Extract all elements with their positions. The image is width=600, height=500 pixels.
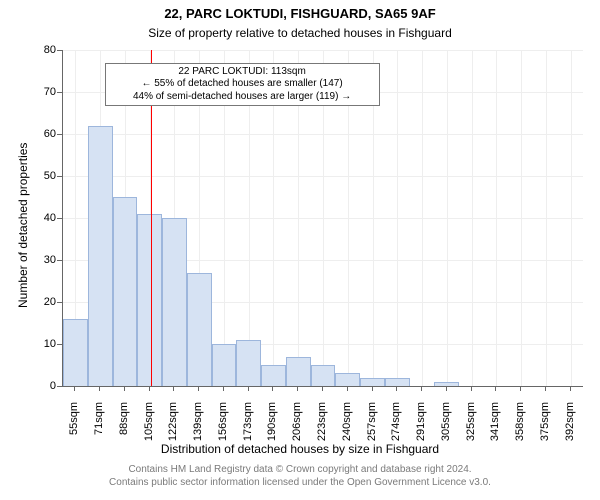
x-tick-label: 55sqm bbox=[68, 402, 80, 452]
y-tick-mark bbox=[57, 92, 62, 93]
footer-line1: Contains HM Land Registry data © Crown c… bbox=[128, 464, 471, 475]
y-tick-label: 0 bbox=[28, 380, 56, 392]
x-tick-mark bbox=[223, 386, 224, 391]
histogram-bar bbox=[63, 319, 88, 386]
gridline-v bbox=[447, 50, 448, 386]
y-tick-label: 70 bbox=[28, 86, 56, 98]
y-tick-label: 30 bbox=[28, 254, 56, 266]
x-tick-mark bbox=[297, 386, 298, 391]
histogram-bar bbox=[434, 382, 459, 386]
histogram-bar bbox=[236, 340, 261, 386]
x-tick-label: 257sqm bbox=[366, 402, 378, 452]
y-tick-mark bbox=[57, 344, 62, 345]
x-tick-label: 240sqm bbox=[341, 402, 353, 452]
y-tick-mark bbox=[57, 260, 62, 261]
x-tick-mark bbox=[446, 386, 447, 391]
chart-container: 22, PARC LOKTUDI, FISHGUARD, SA65 9AF Si… bbox=[0, 0, 600, 500]
x-tick-label: 156sqm bbox=[217, 402, 229, 452]
x-tick-label: 173sqm bbox=[242, 402, 254, 452]
histogram-bar bbox=[137, 214, 162, 386]
histogram-bar bbox=[187, 273, 212, 386]
x-tick-label: 325sqm bbox=[465, 402, 477, 452]
annotation-line1: 22 PARC LOKTUDI: 113sqm bbox=[178, 66, 305, 77]
footer-line2: Contains public sector information licen… bbox=[109, 477, 491, 488]
y-tick-label: 40 bbox=[28, 212, 56, 224]
annotation-box: 22 PARC LOKTUDI: 113sqm← 55% of detached… bbox=[105, 63, 380, 107]
gridline-v bbox=[472, 50, 473, 386]
x-tick-mark bbox=[570, 386, 571, 391]
x-tick-label: 291sqm bbox=[415, 402, 427, 452]
x-tick-mark bbox=[322, 386, 323, 391]
x-tick-label: 392sqm bbox=[564, 402, 576, 452]
y-tick-label: 50 bbox=[28, 170, 56, 182]
y-tick-mark bbox=[57, 50, 62, 51]
y-tick-mark bbox=[57, 302, 62, 303]
x-tick-label: 88sqm bbox=[118, 402, 130, 452]
x-tick-label: 71sqm bbox=[93, 402, 105, 452]
histogram-bar bbox=[385, 378, 410, 386]
x-tick-mark bbox=[124, 386, 125, 391]
gridline-v bbox=[496, 50, 497, 386]
x-tick-label: 305sqm bbox=[440, 402, 452, 452]
x-tick-mark bbox=[99, 386, 100, 391]
gridline-v bbox=[521, 50, 522, 386]
histogram-bar bbox=[261, 365, 286, 386]
x-tick-label: 206sqm bbox=[291, 402, 303, 452]
histogram-bar bbox=[286, 357, 311, 386]
x-tick-label: 122sqm bbox=[167, 402, 179, 452]
x-tick-label: 223sqm bbox=[316, 402, 328, 452]
y-tick-mark bbox=[57, 134, 62, 135]
histogram-bar bbox=[212, 344, 237, 386]
y-tick-mark bbox=[57, 386, 62, 387]
x-tick-label: 139sqm bbox=[192, 402, 204, 452]
x-tick-mark bbox=[520, 386, 521, 391]
x-tick-mark bbox=[149, 386, 150, 391]
x-tick-mark bbox=[347, 386, 348, 391]
x-tick-label: 105sqm bbox=[143, 402, 155, 452]
histogram-bar bbox=[360, 378, 385, 386]
y-axis-label: Number of detached properties bbox=[16, 143, 30, 308]
gridline-v bbox=[422, 50, 423, 386]
annotation-line3: 44% of semi-detached houses are larger (… bbox=[133, 91, 351, 102]
x-tick-mark bbox=[248, 386, 249, 391]
x-tick-mark bbox=[421, 386, 422, 391]
histogram-bar bbox=[311, 365, 336, 386]
x-tick-label: 358sqm bbox=[514, 402, 526, 452]
footer-attribution: Contains HM Land Registry data © Crown c… bbox=[0, 464, 600, 489]
title-line2: Size of property relative to detached ho… bbox=[0, 26, 600, 40]
histogram-bar bbox=[162, 218, 187, 386]
x-tick-label: 274sqm bbox=[390, 402, 402, 452]
y-tick-label: 20 bbox=[28, 296, 56, 308]
gridline-v bbox=[546, 50, 547, 386]
x-tick-mark bbox=[495, 386, 496, 391]
title-line1: 22, PARC LOKTUDI, FISHGUARD, SA65 9AF bbox=[0, 6, 600, 21]
x-tick-mark bbox=[545, 386, 546, 391]
histogram-bar bbox=[88, 126, 113, 386]
histogram-bar bbox=[113, 197, 138, 386]
x-tick-label: 341sqm bbox=[489, 402, 501, 452]
x-tick-label: 375sqm bbox=[539, 402, 551, 452]
x-tick-mark bbox=[396, 386, 397, 391]
x-tick-mark bbox=[198, 386, 199, 391]
y-tick-mark bbox=[57, 218, 62, 219]
x-tick-mark bbox=[272, 386, 273, 391]
y-tick-label: 10 bbox=[28, 338, 56, 350]
y-tick-label: 80 bbox=[28, 44, 56, 56]
annotation-line2: ← 55% of detached houses are smaller (14… bbox=[141, 78, 342, 89]
gridline-v bbox=[397, 50, 398, 386]
y-tick-mark bbox=[57, 176, 62, 177]
y-tick-label: 60 bbox=[28, 128, 56, 140]
x-tick-mark bbox=[173, 386, 174, 391]
x-tick-label: 190sqm bbox=[266, 402, 278, 452]
gridline-v bbox=[571, 50, 572, 386]
histogram-bar bbox=[335, 373, 360, 386]
x-tick-mark bbox=[74, 386, 75, 391]
x-tick-mark bbox=[372, 386, 373, 391]
x-tick-mark bbox=[471, 386, 472, 391]
plot-area: 22 PARC LOKTUDI: 113sqm← 55% of detached… bbox=[62, 50, 583, 387]
